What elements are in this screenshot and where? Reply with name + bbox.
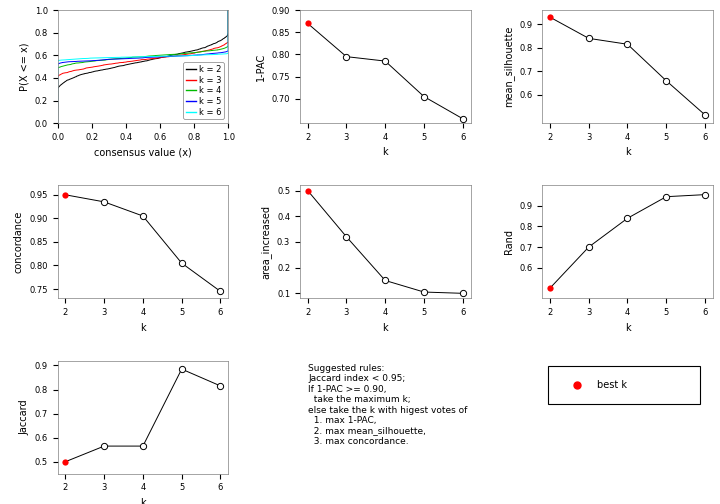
Y-axis label: Jaccard: Jaccard [19, 399, 29, 435]
Y-axis label: Rand: Rand [504, 229, 513, 255]
X-axis label: k: k [382, 148, 388, 157]
X-axis label: k: k [382, 323, 388, 333]
X-axis label: k: k [140, 323, 145, 333]
X-axis label: k: k [140, 498, 145, 504]
X-axis label: k: k [625, 323, 630, 333]
X-axis label: k: k [625, 148, 630, 157]
Y-axis label: 1-PAC: 1-PAC [256, 52, 266, 81]
Text: best k: best k [597, 380, 627, 390]
X-axis label: consensus value (x): consensus value (x) [94, 148, 192, 157]
Y-axis label: concordance: concordance [14, 211, 24, 273]
Text: Suggested rules:
Jaccard index < 0.95;
If 1-PAC >= 0.90,
  take the maximum k;
e: Suggested rules: Jaccard index < 0.95; I… [308, 364, 467, 446]
Y-axis label: area_increased: area_increased [261, 205, 271, 279]
Y-axis label: P(X <= x): P(X <= x) [19, 42, 29, 91]
Legend: k = 2, k = 3, k = 4, k = 5, k = 6: k = 2, k = 3, k = 4, k = 5, k = 6 [183, 62, 224, 119]
Y-axis label: mean_silhouette: mean_silhouette [503, 26, 513, 107]
